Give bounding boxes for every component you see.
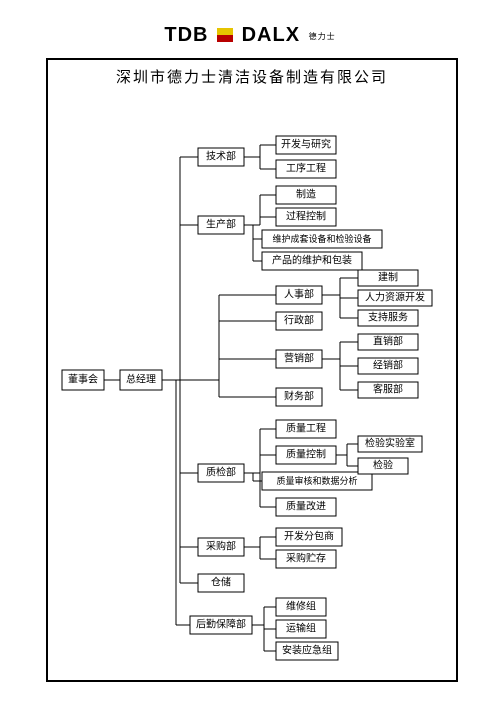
node-label-repair: 维修组 — [286, 600, 316, 613]
node-label-mkt: 营销部 — [284, 352, 314, 365]
logo-icon — [217, 28, 233, 42]
node-label-pack: 产品的维护和包装 — [272, 254, 352, 267]
node-label-qe: 质量工程 — [286, 423, 326, 435]
logo-left: TDB — [164, 24, 208, 46]
company-title: 深圳市德力士清洁设备制造有限公司 — [48, 66, 456, 87]
node-label-mkt3: 客服部 — [373, 383, 403, 396]
node-label-hr1: 建制 — [378, 271, 398, 284]
node-label-logi: 后勤保障部 — [196, 618, 246, 631]
logo: TDB DALX 德力士 — [0, 24, 500, 47]
node-label-mkt2: 经销部 — [373, 359, 403, 372]
node-label-board: 董事会 — [68, 373, 98, 386]
node-label-prod: 生产部 — [206, 218, 236, 231]
node-label-hr2: 人力资源开发 — [365, 291, 425, 304]
node-label-stock: 采购贮存 — [286, 552, 326, 565]
chart-frame: 深圳市德力士清洁设备制造有限公司 董事会 总经理 技术部 开发与研究工序工程生产部 制造… — [46, 58, 458, 682]
node-label-ie: 工序工程 — [286, 162, 326, 175]
node-label-wh: 仓储 — [211, 576, 231, 589]
node-label-rd: 开发与研究 — [281, 138, 331, 151]
node-label-qctrl: 质量控制 — [286, 448, 326, 461]
node-label-hr: 人事部 — [284, 288, 314, 301]
node-label-purch: 采购部 — [206, 540, 236, 553]
node-label-maint: 维护成套设备和检验设备 — [272, 233, 371, 244]
logo-sub: 德力士 — [309, 32, 336, 41]
node-label-tech: 技术部 — [206, 150, 236, 163]
node-label-gm: 总经理 — [126, 373, 156, 386]
node-label-lab: 检验实验室 — [365, 437, 415, 450]
page: TDB DALX 德力士 深圳市德力士清洁设备制造有限公司 董事会总经理技术部开… — [0, 0, 500, 707]
logo-right: DALX — [242, 24, 300, 46]
node-label-mfg: 制造 — [296, 188, 316, 201]
node-label-mkt1: 直销部 — [373, 335, 403, 348]
node-label-hr3: 支持服务 — [368, 311, 408, 324]
node-label-qaudit: 质量审核和数据分析 — [276, 475, 357, 486]
node-label-insp: 检验 — [373, 459, 393, 472]
node-label-fin: 财务部 — [284, 390, 314, 403]
node-label-admin: 行政部 — [284, 314, 314, 327]
node-label-install: 安装应急组 — [282, 644, 332, 657]
org-chart: 董事会 总经理 技术部 开发与研究工序工程生产部 制造过程控制维护成套设备和检验设备产品… — [48, 90, 456, 678]
node-label-pctrl: 过程控制 — [286, 210, 326, 223]
node-label-qimp: 质量改进 — [286, 500, 326, 513]
node-label-qc: 质检部 — [206, 466, 236, 479]
node-label-trans: 运输组 — [286, 622, 316, 635]
node-label-sub: 开发分包商 — [284, 530, 334, 543]
